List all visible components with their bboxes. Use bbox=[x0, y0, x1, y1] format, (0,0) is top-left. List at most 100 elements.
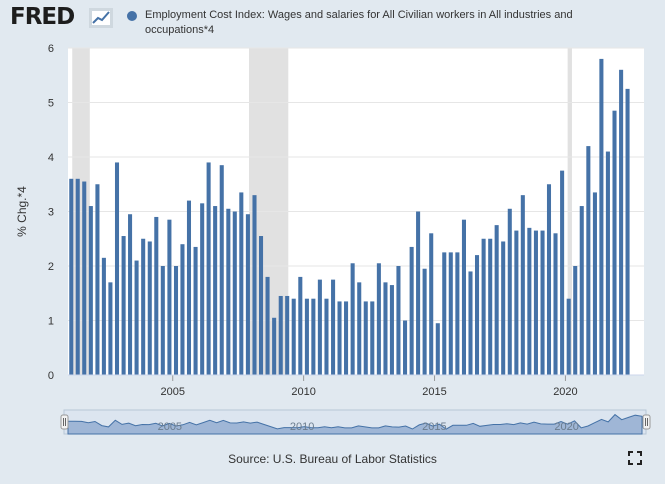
bar bbox=[114, 162, 120, 375]
navigator-label: 2010 bbox=[290, 421, 314, 433]
bar bbox=[442, 252, 447, 375]
bar bbox=[540, 230, 545, 375]
bar bbox=[285, 295, 290, 375]
bar bbox=[435, 323, 440, 375]
bar bbox=[599, 58, 604, 376]
bar bbox=[409, 246, 414, 375]
bar bbox=[232, 211, 237, 375]
bar bbox=[566, 298, 571, 375]
bar bbox=[416, 211, 421, 375]
y-tick-label: 0 bbox=[48, 370, 54, 382]
bar bbox=[88, 206, 93, 375]
y-tick-label: 1 bbox=[48, 316, 54, 328]
bar bbox=[422, 268, 427, 375]
bar bbox=[154, 216, 159, 375]
bar bbox=[560, 170, 565, 375]
bar bbox=[245, 214, 250, 375]
bar bbox=[186, 200, 192, 375]
bar bbox=[546, 184, 552, 375]
fullscreen-icon[interactable] bbox=[628, 451, 642, 465]
legend-marker bbox=[127, 11, 137, 21]
bar bbox=[173, 266, 179, 375]
bar bbox=[344, 301, 349, 375]
bar bbox=[586, 146, 591, 375]
bar bbox=[389, 285, 394, 375]
bar bbox=[69, 178, 74, 375]
bar bbox=[219, 165, 224, 375]
bar bbox=[128, 214, 133, 375]
bar bbox=[520, 195, 525, 375]
bar bbox=[272, 317, 277, 375]
bar bbox=[429, 233, 434, 375]
bar bbox=[383, 282, 388, 375]
x-tick-label: 2020 bbox=[553, 386, 577, 398]
bar bbox=[213, 206, 218, 375]
navigator-label: 2015 bbox=[422, 421, 446, 433]
bar bbox=[481, 238, 486, 375]
bar bbox=[527, 227, 532, 375]
bar bbox=[108, 282, 113, 375]
bar bbox=[200, 203, 205, 375]
bar bbox=[403, 320, 408, 375]
source-note: Source: U.S. Bureau of Labor Statistics bbox=[228, 452, 437, 466]
bar bbox=[239, 192, 244, 375]
bar bbox=[488, 238, 493, 375]
navigator-label: 2020 bbox=[554, 421, 578, 433]
bar bbox=[298, 276, 303, 375]
bar bbox=[258, 236, 264, 375]
navigator-label: 2005 bbox=[158, 421, 182, 433]
bar bbox=[304, 298, 309, 375]
bar bbox=[291, 298, 296, 375]
bar bbox=[265, 276, 270, 375]
bar bbox=[625, 88, 630, 375]
bar bbox=[514, 230, 519, 375]
bar bbox=[501, 241, 506, 375]
bar bbox=[252, 195, 257, 375]
y-tick-label: 3 bbox=[48, 207, 54, 219]
bar bbox=[507, 208, 512, 375]
bar bbox=[461, 219, 466, 375]
bar bbox=[337, 301, 342, 375]
x-tick-label: 2015 bbox=[422, 386, 446, 398]
bar bbox=[206, 162, 211, 375]
bar bbox=[121, 236, 126, 375]
y-tick-label: 2 bbox=[48, 261, 54, 273]
bar bbox=[553, 233, 558, 375]
y-axis-title: % Chg.*4 bbox=[15, 186, 29, 237]
x-tick-label: 2005 bbox=[160, 386, 184, 398]
bar bbox=[494, 225, 499, 375]
bar bbox=[448, 252, 453, 375]
bar bbox=[82, 181, 87, 375]
bar bbox=[619, 69, 624, 376]
bar bbox=[363, 301, 368, 375]
bar bbox=[134, 260, 139, 375]
bar bbox=[455, 252, 460, 375]
bar bbox=[75, 178, 80, 375]
bar bbox=[180, 244, 185, 375]
navigator-handle-right[interactable] bbox=[642, 414, 651, 430]
bar bbox=[474, 255, 480, 375]
fred-logo[interactable]: FRED bbox=[10, 4, 75, 30]
bar bbox=[160, 266, 165, 375]
bar bbox=[101, 257, 106, 375]
bar bbox=[370, 301, 375, 375]
y-tick-label: 6 bbox=[48, 43, 54, 55]
y-tick-label: 4 bbox=[48, 152, 54, 164]
bar bbox=[468, 271, 473, 375]
bar bbox=[167, 219, 172, 375]
bar bbox=[533, 230, 538, 375]
bar bbox=[592, 192, 597, 375]
bar bbox=[396, 266, 401, 375]
bar bbox=[331, 279, 336, 375]
legend-label: Employment Cost Index: Wages and salarie… bbox=[145, 9, 573, 36]
navigator-series bbox=[67, 413, 643, 435]
x-tick-label: 2010 bbox=[291, 386, 315, 398]
bar bbox=[141, 238, 146, 375]
bar bbox=[95, 184, 100, 375]
bar bbox=[226, 208, 231, 375]
bar bbox=[278, 295, 283, 375]
bar bbox=[193, 246, 198, 375]
navigator-handle-left[interactable] bbox=[60, 414, 69, 430]
bar bbox=[147, 241, 152, 375]
bar bbox=[324, 298, 329, 375]
